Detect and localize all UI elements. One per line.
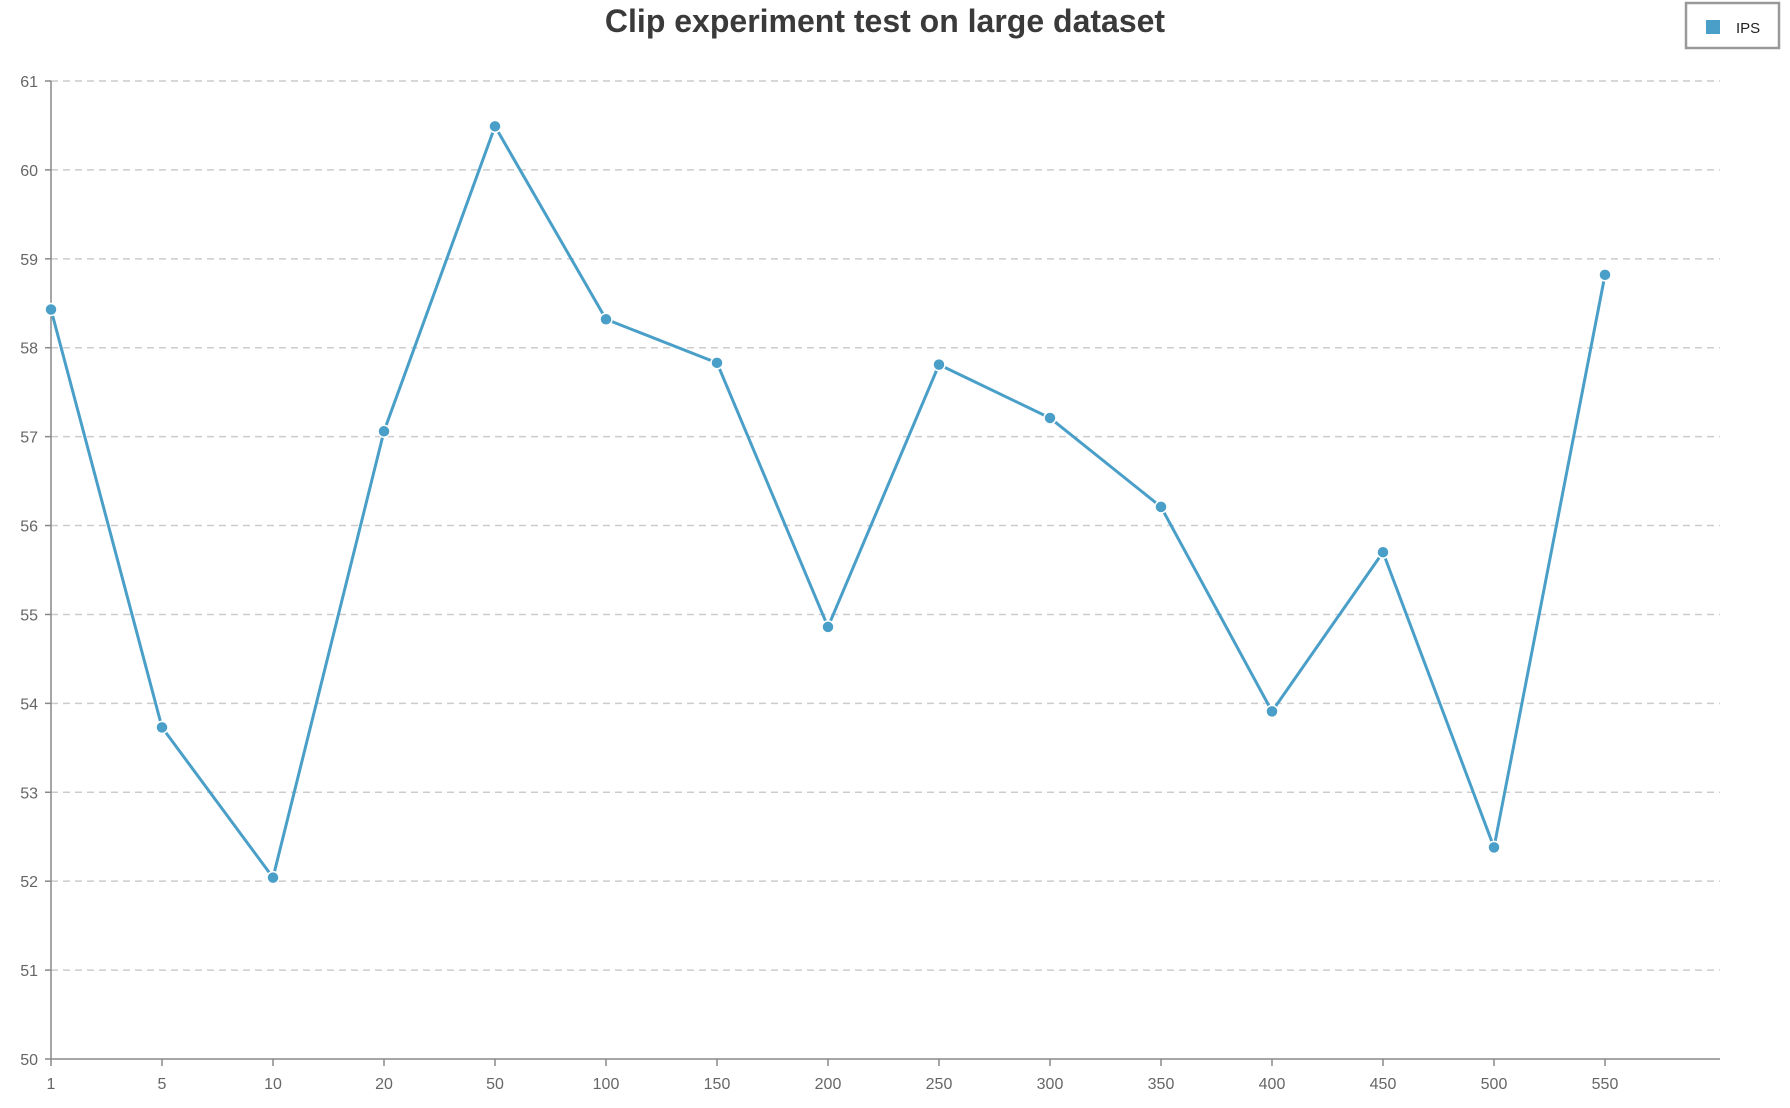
y-tick-label: 51 — [20, 963, 38, 980]
x-tick-label: 50 — [486, 1076, 504, 1093]
x-tick-label: 1 — [47, 1076, 56, 1093]
x-tick-label: 150 — [704, 1076, 731, 1093]
series-line-ips — [49, 124, 1607, 880]
data-point[interactable] — [1265, 704, 1279, 719]
data-point[interactable] — [1376, 545, 1390, 559]
y-tick-label: 58 — [20, 341, 38, 358]
data-point[interactable] — [710, 356, 724, 370]
x-tick-label: 450 — [1370, 1076, 1397, 1093]
series-ips — [44, 119, 1612, 885]
legend[interactable]: IPS — [1684, 1, 1781, 50]
data-point[interactable] — [155, 720, 169, 735]
x-tick-label: 5 — [158, 1076, 167, 1093]
axes — [50, 81, 1720, 1060]
grid-lines — [51, 80, 1720, 971]
legend-label-ips: IPS — [1736, 20, 1760, 37]
x-tick-label: 550 — [1592, 1076, 1619, 1093]
y-tick-label: 53 — [20, 785, 38, 802]
data-point[interactable] — [1487, 840, 1501, 855]
y-tick-label: 59 — [20, 252, 38, 269]
x-tick-label: 250 — [926, 1076, 953, 1093]
data-point[interactable] — [599, 312, 613, 327]
y-tick-label: 52 — [20, 874, 38, 891]
data-point[interactable] — [1043, 411, 1057, 425]
x-tick-label: 20 — [375, 1076, 393, 1093]
x-tick-label: 10 — [264, 1076, 282, 1093]
data-point[interactable] — [266, 870, 280, 885]
legend-box — [1684, 1, 1781, 50]
data-point[interactable] — [377, 424, 391, 439]
x-tick-label: 350 — [1148, 1076, 1175, 1093]
x-tick-label: 100 — [593, 1076, 620, 1093]
y-tick-label: 54 — [20, 696, 38, 713]
y-tick-label: 56 — [20, 519, 38, 536]
x-tick-label: 400 — [1259, 1076, 1286, 1093]
data-point[interactable] — [821, 620, 835, 634]
y-tick-label: 61 — [20, 74, 38, 91]
data-point[interactable] — [44, 302, 58, 317]
data-point[interactable] — [1598, 268, 1612, 282]
x-tick-label: 300 — [1037, 1076, 1064, 1093]
y-tick-label: 60 — [20, 163, 38, 180]
y-axis-ticks: 50 51 52 53 54 55 56 57 58 59 60 61 — [20, 74, 51, 1069]
x-tick-label: 200 — [815, 1076, 842, 1093]
y-tick-label: 57 — [20, 430, 38, 447]
data-point[interactable] — [1154, 500, 1168, 514]
y-tick-label: 55 — [20, 607, 38, 624]
chart-title: Clip experiment test on large dataset — [605, 3, 1166, 39]
legend-swatch-ips — [1706, 20, 1720, 34]
x-axis-ticks: 1 5 10 20 50 100 150 200 250 300 350 400 450 500 550 — [47, 1059, 1619, 1093]
data-point[interactable] — [488, 119, 502, 134]
data-point[interactable] — [932, 357, 946, 372]
x-tick-label: 500 — [1481, 1076, 1508, 1093]
y-tick-label: 50 — [20, 1052, 38, 1069]
